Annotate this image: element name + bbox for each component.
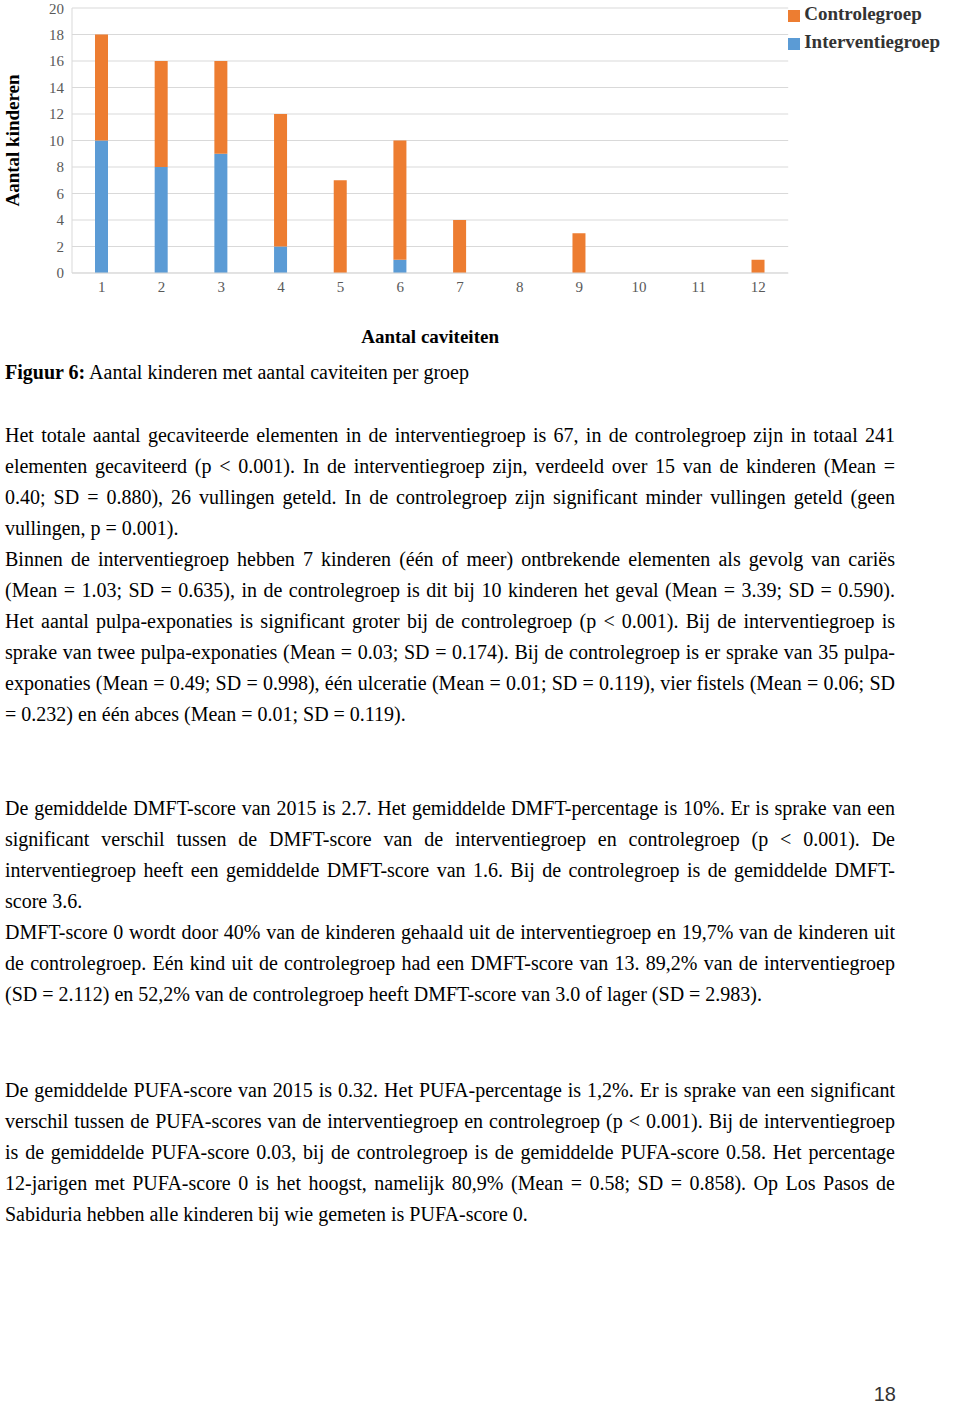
svg-text:2: 2: [57, 239, 65, 255]
svg-text:18: 18: [49, 27, 64, 43]
html-text:De gemiddelde DMFT-score van 2: De gemiddelde DMFT-score van 2015 is 2.7…: [5, 797, 895, 912]
svg-text:2: 2: [158, 279, 166, 295]
svg-text:Aantal kinderen: Aantal kinderen: [8, 74, 23, 207]
html-text:De gemiddelde PUFA-score van 2: De gemiddelde PUFA-score van 2015 is 0.3…: [5, 1079, 895, 1225]
svg-text:12: 12: [49, 106, 64, 122]
svg-text:20: 20: [49, 1, 64, 17]
html-text:Binnen de interventiegroep heb: Binnen de interventiegroep hebben 7 kind…: [5, 548, 895, 725]
html-text:Figuur 6: Aantal kinderen met: Figuur 6: Aantal kinderen met aantal cav…: [5, 361, 469, 383]
svg-text:1: 1: [98, 279, 106, 295]
html-text:Controlegroep: Controlegroep: [804, 3, 922, 24]
html-text:18: 18: [873, 1383, 896, 1405]
svg-text:7: 7: [456, 279, 464, 295]
svg-text:0: 0: [57, 265, 65, 281]
svg-text:10: 10: [49, 133, 64, 149]
svg-text:12: 12: [751, 279, 766, 295]
html-text:DMFT-score 0 wordt door 40% va: DMFT-score 0 wordt door 40% van de kinde…: [5, 921, 895, 1005]
svg-text:3: 3: [217, 279, 225, 295]
svg-text:4: 4: [57, 212, 65, 228]
svg-text:8: 8: [516, 279, 524, 295]
svg-text:8: 8: [57, 159, 65, 175]
svg-text:6: 6: [397, 279, 405, 295]
svg-text:Aantal caviteiten: Aantal caviteiten: [361, 326, 499, 347]
svg-text:5: 5: [337, 279, 345, 295]
html-text:Het totale aantal gecaviteerde: Het totale aantal gecaviteerde elementen…: [5, 424, 895, 539]
svg-text:11: 11: [691, 279, 705, 295]
svg-text:14: 14: [49, 80, 65, 96]
svg-text:16: 16: [49, 53, 65, 69]
svg-text:6: 6: [57, 186, 65, 202]
svg-text:9: 9: [576, 279, 584, 295]
svg-text:4: 4: [277, 279, 285, 295]
svg-text:10: 10: [631, 279, 646, 295]
html-text:Interventiegroep: Interventiegroep: [804, 31, 940, 52]
